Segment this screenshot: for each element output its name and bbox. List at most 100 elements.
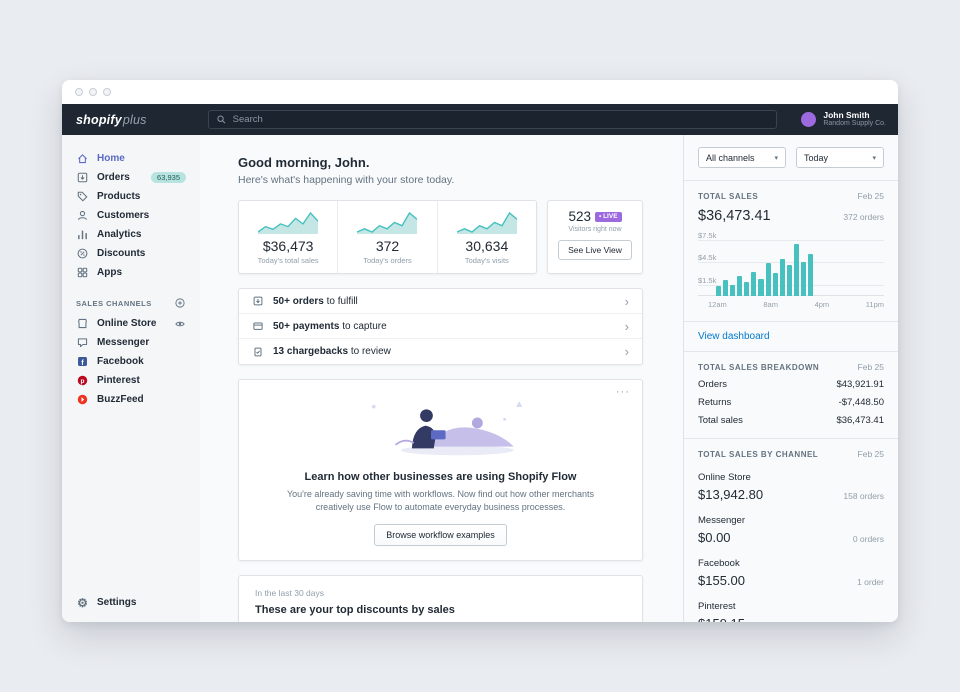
- task-orders-to-fulfill[interactable]: 50+ orders to fulfill ›: [239, 289, 642, 314]
- sidebar-item-online-store[interactable]: Online Store: [62, 314, 200, 333]
- metrics-row: $36,473 Today's total sales 372 Today's …: [238, 200, 643, 274]
- metric-label: Today's orders: [363, 256, 412, 265]
- sidebar-item-messenger[interactable]: Messenger: [62, 333, 200, 352]
- channel-orders: 1 order: [857, 577, 884, 587]
- main-content: Good morning, John. Here's what's happen…: [200, 135, 683, 622]
- live-visitors-count: 523: [568, 209, 591, 224]
- bars-area: [716, 240, 884, 296]
- chargebacks-icon: [254, 347, 262, 356]
- sidebar-item-home[interactable]: Home: [62, 149, 200, 168]
- by-channel-heading: TOTAL SALES BY CHANNEL: [698, 450, 819, 459]
- user-menu[interactable]: John Smith Random Supply Co.: [801, 110, 886, 129]
- sales-channels-heading: SALES CHANNELS: [76, 298, 152, 308]
- sidebar-item-products[interactable]: Products: [62, 187, 200, 206]
- add-channel-icon[interactable]: [174, 297, 186, 309]
- metric-value: $36,473: [262, 238, 314, 254]
- sidebar-item-buzzfeed[interactable]: BuzzFeed: [62, 390, 200, 409]
- channel-label: Pinterest: [698, 601, 736, 612]
- today-orders-sparkline: [357, 211, 418, 234]
- channel-filter-select[interactable]: All channels ▾: [698, 147, 786, 168]
- top-nav-bar: shopifyplus John Smith Random Supply Co.: [62, 104, 898, 135]
- metric-label: Today's visits: [464, 256, 509, 265]
- task-text: 50+ orders to fulfill: [273, 295, 358, 307]
- sales-bar: [808, 254, 814, 296]
- sales-bar: [779, 258, 785, 296]
- breakdown-row: Returns -$7,448.50: [698, 397, 884, 408]
- total-sales-section: TOTAL SALES Feb 25 $36,473.41 372 orders…: [698, 181, 884, 309]
- svg-text:p: p: [81, 378, 85, 385]
- total-sales-value: $36,473.41: [698, 208, 771, 224]
- global-search-bar[interactable]: [208, 110, 778, 129]
- eye-icon[interactable]: [174, 318, 186, 330]
- divider: [684, 351, 898, 352]
- sidebar-item-apps[interactable]: Apps: [62, 263, 200, 282]
- metric-label: Today's total sales: [257, 256, 319, 265]
- task-text: 13 chargebacks to review: [273, 346, 391, 357]
- browse-workflow-examples-button[interactable]: Browse workflow examples: [374, 524, 507, 547]
- sales-bar: [800, 261, 807, 296]
- sidebar-item-facebook[interactable]: f Facebook: [62, 352, 200, 371]
- channel-row-messenger: Messenger $0.00 0 orders: [698, 515, 884, 545]
- metric-visits[interactable]: 30,634 Today's visits: [438, 201, 536, 273]
- sidebar-item-analytics[interactable]: Analytics: [62, 225, 200, 244]
- home-icon: [78, 154, 87, 164]
- x-tick-label: 12am: [708, 300, 727, 309]
- products-icon: [77, 191, 88, 202]
- breakdown-date: Feb 25: [857, 362, 884, 372]
- sidebar-item-label: Settings: [97, 597, 137, 608]
- logo-shopify-text: shopify: [76, 112, 122, 127]
- sidebar-item-settings[interactable]: ⚙ Settings: [62, 593, 200, 612]
- discounts-body: Discounts can help boost conversion rate…: [255, 621, 626, 622]
- capture-payments-icon: [253, 322, 263, 330]
- breakdown-row: Total sales $36,473.41: [698, 415, 884, 426]
- sidebar-item-label: Discounts: [97, 248, 146, 259]
- metric-orders[interactable]: 372 Today's orders: [338, 201, 438, 273]
- sidebar-item-label: Online Store: [97, 318, 157, 329]
- channel-label: Online Store: [698, 472, 751, 483]
- more-options-icon[interactable]: ···: [616, 386, 630, 398]
- breakdown-value: -$7,448.50: [838, 397, 884, 408]
- sidebar-item-pinterest[interactable]: p Pinterest: [62, 371, 200, 390]
- sidebar-item-customers[interactable]: Customers: [62, 206, 200, 225]
- breakdown-row: Orders $43,921.91: [698, 379, 884, 390]
- analytics-sidebar: All channels ▾ Today ▾ TOTAL SALES Feb 2…: [683, 135, 898, 622]
- live-badge: • LIVE: [595, 211, 622, 222]
- search-input[interactable]: [232, 114, 770, 125]
- divider: [684, 180, 898, 181]
- svg-text:f: f: [81, 358, 84, 367]
- sales-bar: [716, 286, 722, 296]
- sidebar-item-discounts[interactable]: Discounts: [62, 244, 200, 263]
- breakdown-label: Returns: [698, 397, 732, 408]
- logo-plus-text: plus: [122, 112, 147, 127]
- metric-total-sales[interactable]: $36,473 Today's total sales: [239, 201, 339, 273]
- sidebar-item-label: Orders: [97, 172, 130, 183]
- task-payments-to-capture[interactable]: 50+ payments to capture ›: [239, 314, 642, 339]
- channel-value: $155.00: [698, 573, 745, 588]
- filters-row: All channels ▾ Today ▾: [698, 147, 884, 168]
- window-close-button[interactable]: [75, 88, 83, 96]
- metrics-card: $36,473 Today's total sales 372 Today's …: [238, 200, 537, 274]
- top-discounts-card: In the last 30 days These are your top d…: [238, 575, 643, 622]
- window-minimize-button[interactable]: [89, 88, 97, 96]
- apps-icon: [77, 267, 88, 278]
- orders-sparkline: [357, 210, 418, 234]
- sales-by-channel-section: TOTAL SALES BY CHANNEL Feb 25 Online Sto…: [698, 439, 884, 622]
- gridline: $4.5k: [698, 253, 884, 264]
- shopify-plus-logo[interactable]: shopifyplus: [76, 113, 208, 127]
- discounts-title: These are your top discounts by sales: [255, 604, 455, 617]
- sidebar-item-label: Home: [97, 153, 125, 164]
- messenger-icon: [77, 338, 88, 348]
- breakdown-value: $43,921.91: [836, 379, 884, 390]
- see-live-view-button[interactable]: See Live View: [558, 240, 632, 260]
- customers-icon: [78, 210, 87, 220]
- today-total-sales-sparkline: [257, 211, 319, 234]
- total-sales-bar-chart: $7.5k $4.5k $1.5k: [698, 231, 884, 296]
- shopify-flow-card: ··· Learn how other businesses are using…: [238, 379, 643, 562]
- date-range-select[interactable]: Today ▾: [796, 147, 884, 168]
- sidebar-item-orders[interactable]: Orders 63,935: [62, 168, 200, 187]
- window-maximize-button[interactable]: [103, 88, 111, 96]
- flow-illustration: [371, 401, 522, 456]
- task-chargebacks-to-review[interactable]: 13 chargebacks to review ›: [239, 339, 642, 364]
- channel-value: $0.00: [698, 530, 731, 545]
- view-dashboard-link[interactable]: View dashboard: [698, 331, 770, 342]
